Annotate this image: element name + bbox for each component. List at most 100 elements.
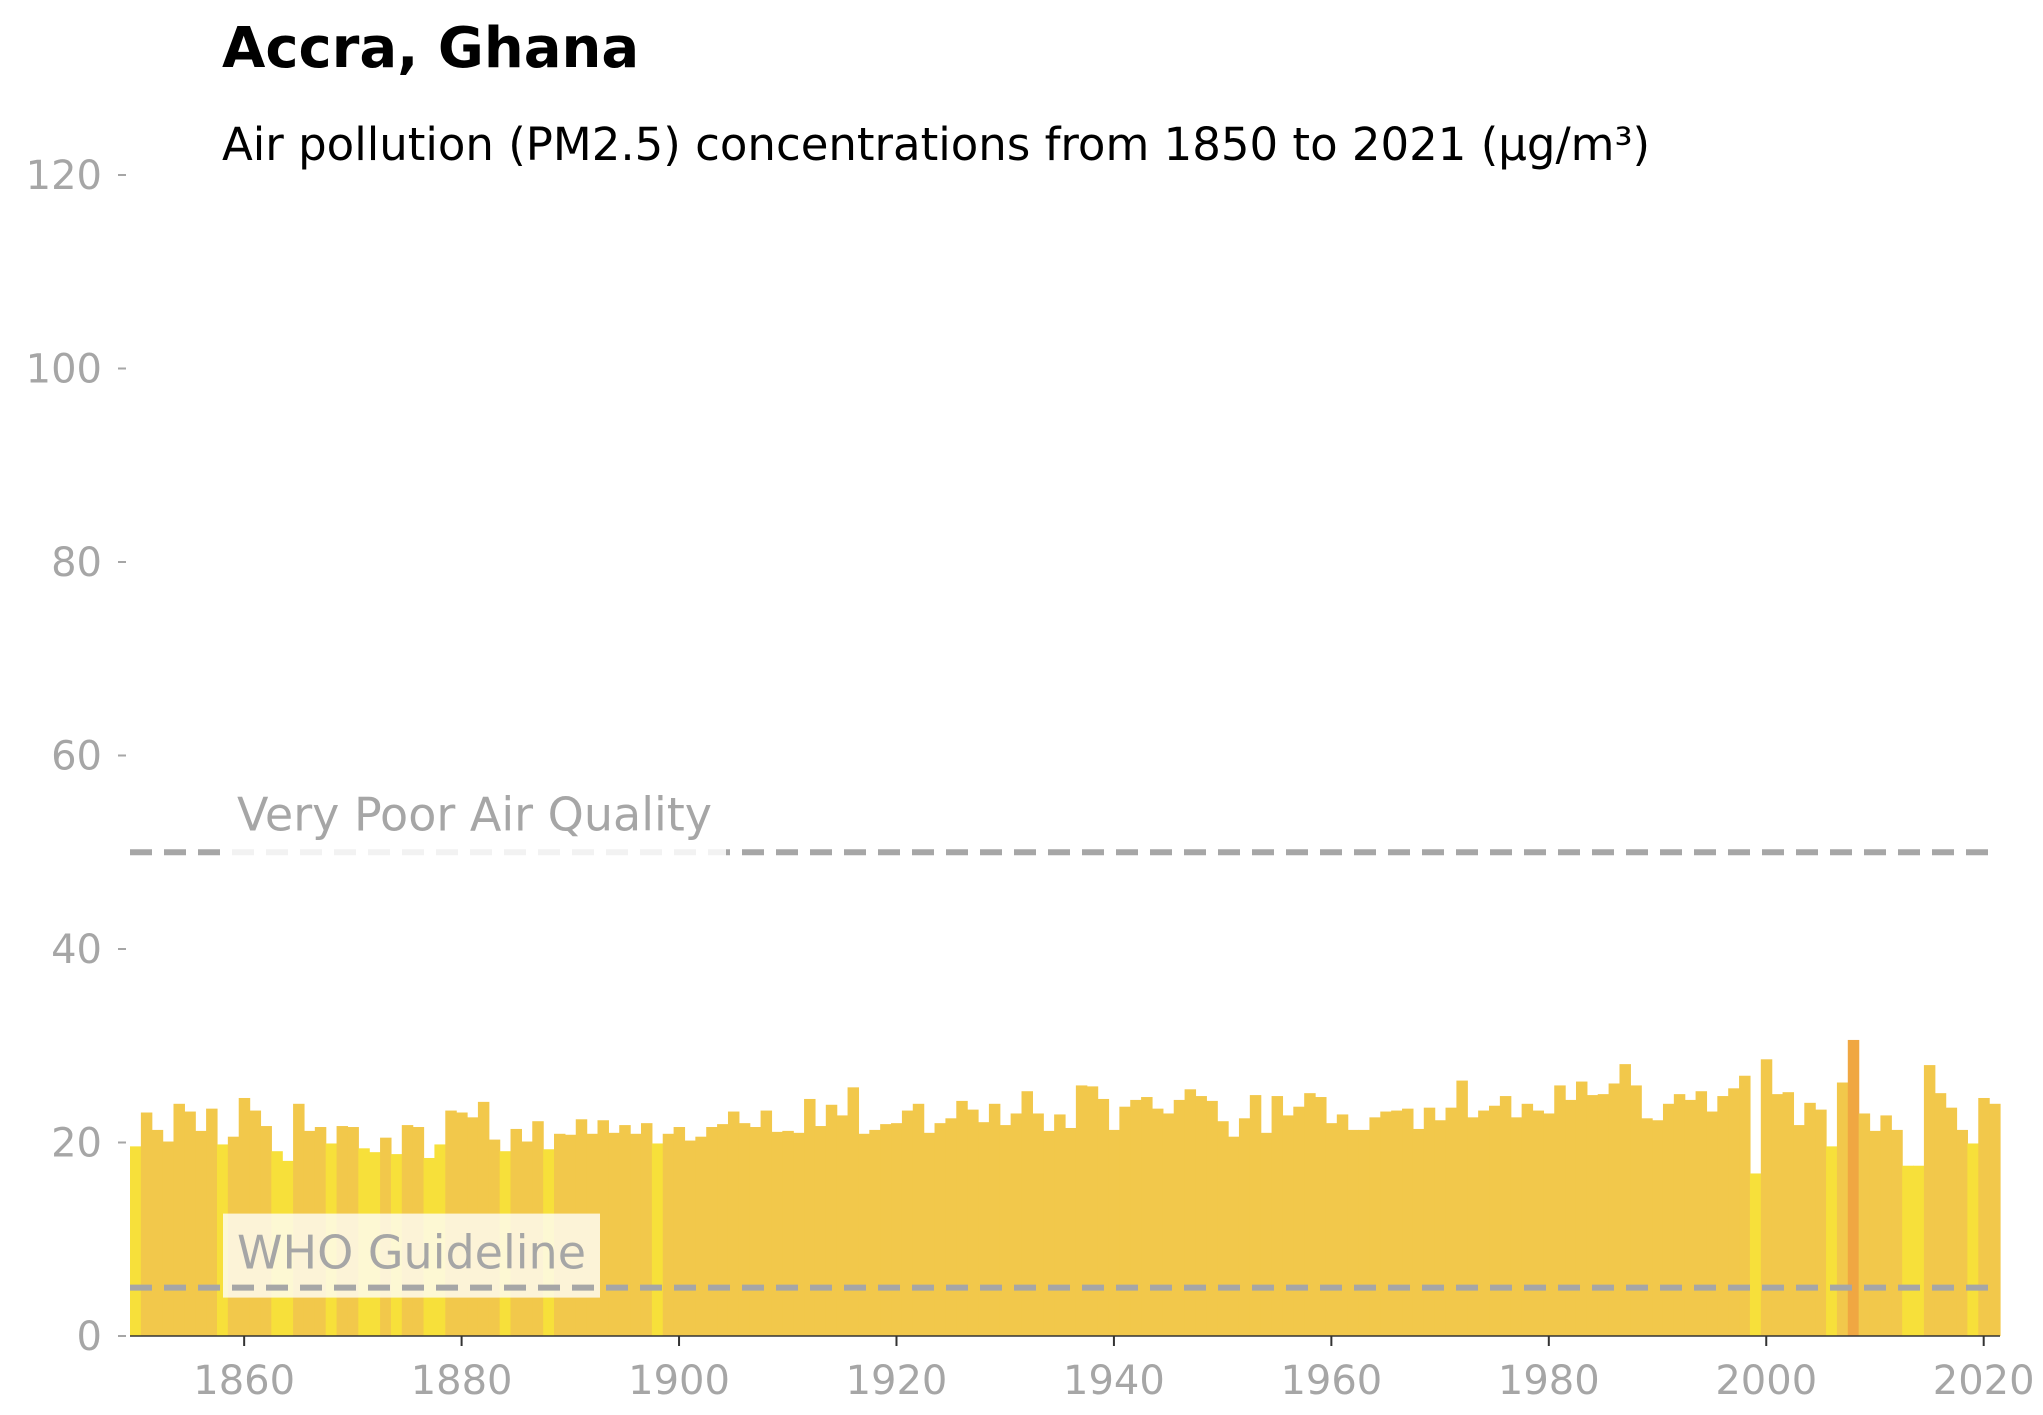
bar-1922 — [912, 1103, 925, 1336]
bar-1899 — [662, 1133, 675, 1336]
bar-1998 — [1739, 1075, 1751, 1336]
bar-1933 — [1032, 1113, 1044, 1336]
bar-1914 — [825, 1104, 838, 1336]
bar-1897 — [640, 1123, 653, 1336]
bar-1988 — [1630, 1085, 1642, 1336]
bar-1912 — [804, 1098, 816, 1336]
bar-1924 — [934, 1123, 946, 1336]
bar-2004 — [1804, 1102, 1816, 1336]
bar-1936 — [1065, 1127, 1077, 1336]
y-tick-label: 120 — [26, 153, 102, 199]
bar-1907 — [749, 1127, 762, 1336]
very-poor-air-quality-label-box — [223, 779, 726, 857]
bar-1856 — [195, 1130, 207, 1336]
bar-1969 — [1423, 1107, 1436, 1336]
x-tick-label: 1880 — [411, 1358, 513, 1404]
bar-1972 — [1456, 1080, 1468, 1336]
bar-1851 — [140, 1112, 153, 1336]
bar-1952 — [1238, 1118, 1251, 1336]
y-tick-label: 60 — [51, 734, 102, 780]
bar-1896 — [630, 1133, 642, 1336]
bar-2010 — [1869, 1130, 1881, 1336]
bar-1951 — [1228, 1136, 1240, 1336]
bar-1855 — [184, 1111, 196, 1336]
bar-1906 — [738, 1123, 751, 1336]
bar-1985 — [1597, 1094, 1610, 1337]
bar-1947 — [1184, 1089, 1197, 1336]
bar-1938 — [1086, 1086, 1099, 1336]
bar-2000 — [1760, 1059, 1773, 1336]
bar-1992 — [1673, 1094, 1686, 1337]
bar-1850 — [130, 1146, 142, 1336]
bar-1946 — [1173, 1099, 1186, 1336]
bar-1909 — [771, 1131, 783, 1336]
bar-1957 — [1293, 1106, 1305, 1336]
bar-1857 — [206, 1108, 218, 1336]
bar-2007 — [1836, 1082, 1849, 1336]
bar-2018 — [1956, 1129, 1968, 1336]
bar-2017 — [1945, 1107, 1958, 1336]
bar-1960 — [1325, 1123, 1338, 1336]
bar-1901 — [684, 1140, 696, 1336]
bar-1915 — [836, 1115, 849, 1336]
bar-2014 — [1913, 1165, 1925, 1336]
bar-1913 — [814, 1126, 827, 1336]
bar-1981 — [1554, 1085, 1566, 1336]
x-tick-label: 1940 — [1063, 1358, 1165, 1404]
bar-1973 — [1467, 1117, 1479, 1336]
chart-subtitle: Air pollution (PM2.5) concentrations fro… — [222, 118, 1651, 171]
bar-1983 — [1575, 1081, 1588, 1336]
chart-title: Accra, Ghana — [222, 16, 640, 81]
bar-2020 — [1978, 1097, 1990, 1336]
bar-2008 — [1847, 1039, 1860, 1336]
bar-1853 — [162, 1141, 175, 1336]
x-tick-label: 2020 — [1933, 1358, 2035, 1404]
x-tick-label: 1860 — [193, 1358, 295, 1404]
who-guideline-label: WHO Guideline — [237, 1226, 586, 1280]
x-tick-label: 1900 — [628, 1358, 730, 1404]
bar-1942 — [1130, 1099, 1142, 1336]
bar-1940 — [1108, 1129, 1120, 1336]
bar-1948 — [1195, 1096, 1207, 1336]
bar-2021 — [1989, 1103, 2001, 1336]
bar-1903 — [706, 1127, 718, 1336]
bar-1900 — [673, 1127, 686, 1336]
bar-1941 — [1119, 1106, 1131, 1336]
bar-1854 — [173, 1103, 185, 1336]
bar-1929 — [988, 1103, 1001, 1336]
bar-1968 — [1412, 1128, 1425, 1336]
bar-1956 — [1282, 1115, 1294, 1336]
bar-1918 — [869, 1129, 881, 1336]
bar-2011 — [1880, 1115, 1892, 1336]
bar-1987 — [1619, 1064, 1631, 1336]
bar-1958 — [1304, 1093, 1316, 1336]
bar-1935 — [1054, 1114, 1066, 1336]
y-tick-label: 40 — [51, 927, 102, 973]
bar-1934 — [1043, 1130, 1055, 1336]
bar-1920 — [891, 1123, 903, 1336]
bar-1955 — [1271, 1096, 1284, 1336]
bar-1978 — [1521, 1103, 1534, 1336]
bar-1974 — [1478, 1110, 1490, 1336]
bar-1990 — [1652, 1120, 1664, 1336]
bar-1910 — [782, 1130, 794, 1336]
bar-1939 — [1097, 1098, 1110, 1336]
bar-1932 — [1021, 1091, 1033, 1336]
bar-1928 — [978, 1122, 990, 1336]
bar-1931 — [1010, 1113, 1023, 1336]
bar-1964 — [1369, 1117, 1381, 1336]
bar-1980 — [1543, 1113, 1555, 1336]
bar-1949 — [1206, 1100, 1218, 1336]
bar-1916 — [847, 1087, 860, 1336]
bar-1997 — [1728, 1088, 1740, 1336]
bar-1852 — [151, 1129, 164, 1336]
y-tick-label: 20 — [51, 1121, 102, 1167]
x-tick-label: 1980 — [1498, 1358, 1600, 1404]
bar-2015 — [1923, 1065, 1936, 1336]
bar-1991 — [1662, 1103, 1675, 1336]
y-tick-label: 0 — [77, 1314, 102, 1360]
bar-1959 — [1315, 1097, 1327, 1336]
bar-1996 — [1717, 1096, 1729, 1336]
bar-1902 — [695, 1136, 707, 1336]
